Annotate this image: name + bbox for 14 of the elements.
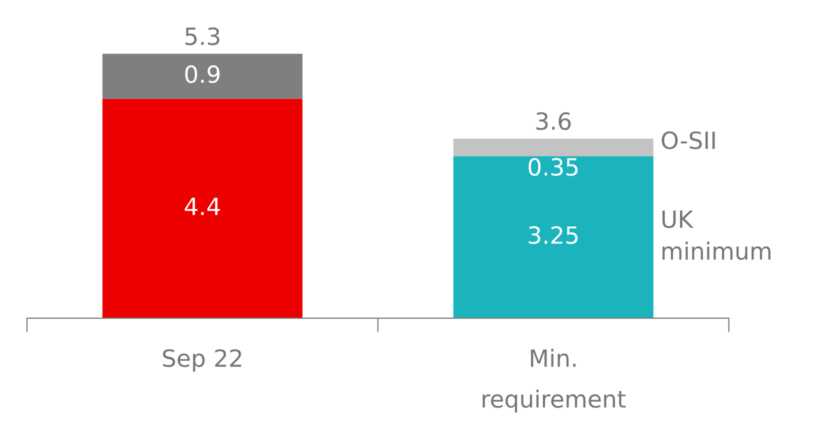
total-label: 5.3	[186, 27, 220, 46]
x-tick-label: Min. requirement	[482, 348, 626, 412]
data-label: 4.4	[184, 198, 220, 215]
data-label: 0.35	[528, 158, 578, 176]
bar	[102, 98, 302, 318]
x-tick-label: Sep 22	[162, 349, 242, 372]
total-label: 3.6	[536, 112, 571, 130]
series-label: O-SII	[662, 131, 715, 150]
bar	[453, 138, 654, 156]
series-label: UK minimum	[662, 210, 770, 260]
bar	[453, 156, 654, 318]
bar	[102, 54, 302, 99]
data-label: 0.9	[185, 65, 220, 84]
data-label: 3.25	[528, 226, 578, 244]
